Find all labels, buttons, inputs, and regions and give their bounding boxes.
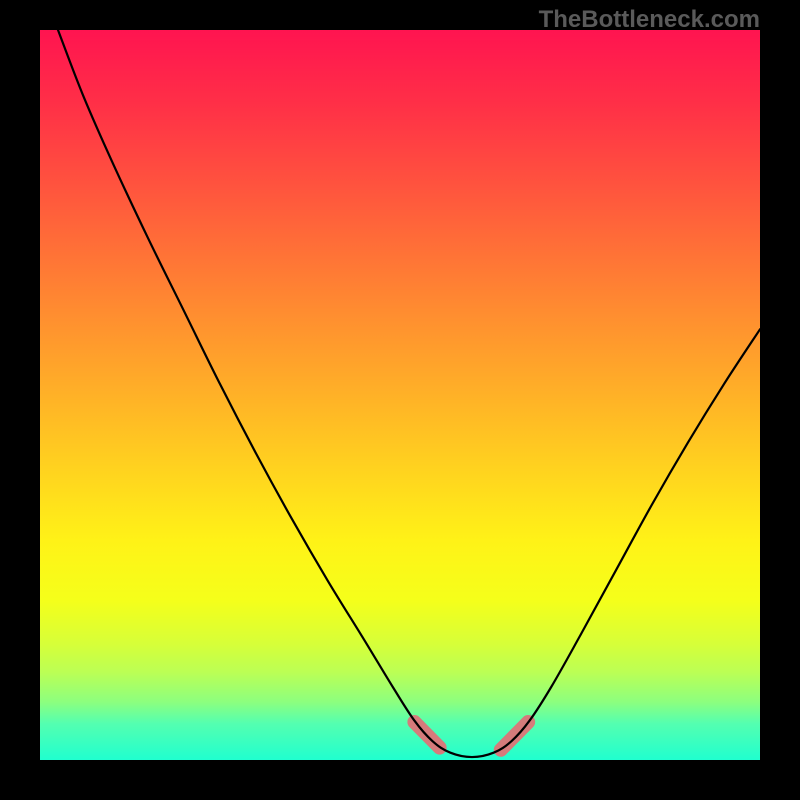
gradient-background [40,30,760,760]
bottleneck-chart [0,0,800,800]
watermark-text: TheBottleneck.com [539,6,760,34]
